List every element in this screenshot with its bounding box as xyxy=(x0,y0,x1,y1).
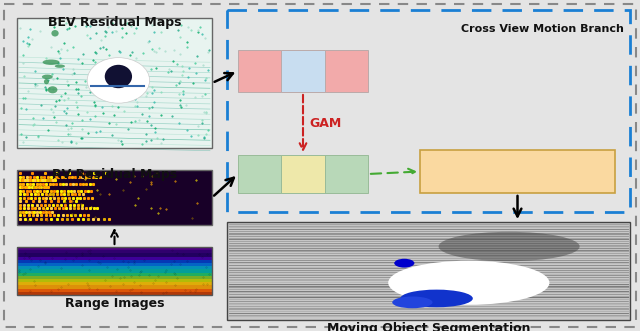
Bar xyxy=(17,285,212,289)
Ellipse shape xyxy=(42,74,52,79)
Bar xyxy=(17,18,212,148)
Bar xyxy=(17,266,212,269)
Text: Range Images: Range Images xyxy=(65,297,164,310)
Bar xyxy=(17,273,212,276)
Ellipse shape xyxy=(51,30,59,36)
Bar xyxy=(324,50,368,92)
Bar xyxy=(17,282,212,285)
Ellipse shape xyxy=(438,232,580,261)
Bar xyxy=(227,10,630,212)
Ellipse shape xyxy=(400,290,473,307)
Bar xyxy=(17,276,212,279)
Text: Moving Object Segmentation: Moving Object Segmentation xyxy=(327,322,531,331)
Bar xyxy=(17,289,212,292)
Bar xyxy=(17,18,212,148)
Bar xyxy=(17,247,212,250)
Bar xyxy=(17,292,212,295)
Text: GAM: GAM xyxy=(309,117,341,130)
Bar xyxy=(227,222,630,320)
Bar xyxy=(17,269,212,273)
Bar xyxy=(238,50,282,92)
Bar xyxy=(227,222,630,320)
Ellipse shape xyxy=(392,297,433,308)
Ellipse shape xyxy=(43,60,60,65)
Ellipse shape xyxy=(44,79,49,84)
Bar xyxy=(17,247,212,295)
Bar xyxy=(238,155,282,193)
Bar xyxy=(17,254,212,257)
Bar xyxy=(17,170,212,225)
Text: Cross View Motion Branch: Cross View Motion Branch xyxy=(461,24,624,34)
Bar xyxy=(17,263,212,266)
Ellipse shape xyxy=(388,261,549,305)
Text: BEV Residual Maps: BEV Residual Maps xyxy=(48,16,181,29)
Bar xyxy=(17,247,212,295)
Bar xyxy=(17,170,212,225)
Text: RV Residual Maps: RV Residual Maps xyxy=(52,168,177,181)
Bar xyxy=(17,260,212,263)
Bar xyxy=(420,150,615,193)
Ellipse shape xyxy=(55,65,65,68)
Bar xyxy=(17,257,212,260)
Bar xyxy=(324,155,368,193)
Ellipse shape xyxy=(87,58,150,103)
Bar xyxy=(17,250,212,254)
Ellipse shape xyxy=(48,86,58,93)
Ellipse shape xyxy=(105,65,132,88)
Bar xyxy=(17,279,212,282)
Bar xyxy=(282,155,324,193)
Ellipse shape xyxy=(394,259,414,267)
Bar xyxy=(282,50,324,92)
